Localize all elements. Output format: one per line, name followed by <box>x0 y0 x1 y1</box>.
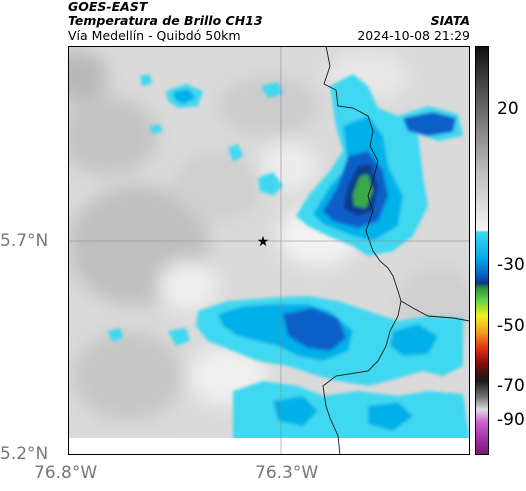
cold-cloud-areas <box>108 74 470 441</box>
bottom-clear-strip <box>68 438 470 455</box>
map-frame <box>68 46 470 455</box>
institution-label: SIATA <box>430 13 470 28</box>
colorbar-label: -50 <box>497 316 525 336</box>
route-subtitle: Vía Medellín - Quibdó 50km <box>68 28 241 43</box>
colorbar-label: -90 <box>497 410 525 430</box>
colorbar <box>475 46 489 455</box>
colorbar-label: 20 <box>497 99 519 119</box>
department-border-south <box>322 300 402 455</box>
product-title: Temperatura de Brillo CH13 <box>68 13 263 28</box>
satellite-map: ★ <box>68 46 470 455</box>
xtick-label: 76.8°W <box>34 463 98 483</box>
star-icon: ★ <box>257 234 270 250</box>
department-border <box>323 46 470 322</box>
colorbar-label: -30 <box>497 255 525 275</box>
timestamp-label: 2024-10-08 21:29 <box>357 28 470 43</box>
satellite-title: GOES-EAST <box>68 0 148 14</box>
grey-texture <box>68 51 470 421</box>
colorbar-label: -70 <box>497 376 525 396</box>
xtick-label: 76.3°W <box>255 463 319 483</box>
ytick-label: 5.2°N <box>0 444 49 464</box>
ytick-label: 5.7°N <box>0 231 49 251</box>
